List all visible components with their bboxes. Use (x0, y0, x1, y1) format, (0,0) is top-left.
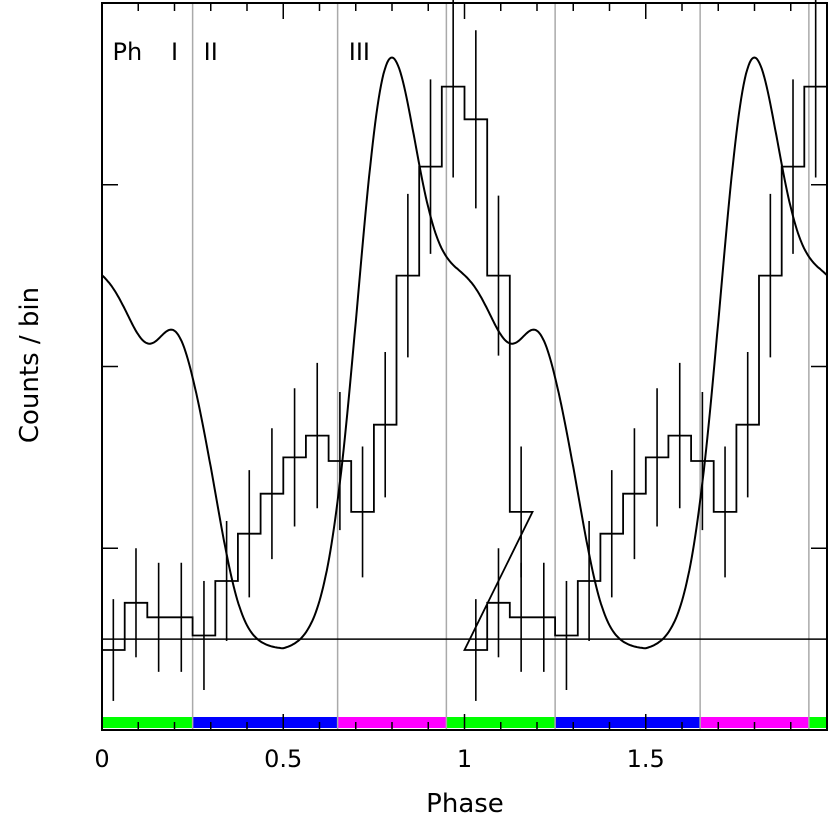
phase-boundaries (191, 3, 810, 730)
phase-label-3: III (349, 38, 370, 66)
x-tick-label-2: 1 (457, 745, 472, 773)
model-curve (101, 56, 828, 650)
phase-bar-segment-4 (555, 717, 701, 728)
x-axis-ticks: 0 0.5 1 1.5 (94, 3, 792, 773)
y-axis-title: Counts / bin (15, 287, 45, 443)
histogram-line (102, 85, 827, 651)
x-tick-label-0: 0 (94, 745, 109, 773)
phase-label-0: Ph (113, 38, 143, 66)
phase-bar-segment-1 (192, 717, 338, 728)
x-axis-title: Phase (426, 789, 504, 819)
histogram-series (102, 85, 827, 651)
phase-bar-segment-0 (102, 717, 193, 728)
phase-label-2: II (204, 38, 218, 66)
phase-labels: Ph I II III (113, 38, 370, 66)
x-tick-label-1: 0.5 (264, 745, 302, 773)
x-tick-label-3: 1.5 (627, 745, 665, 773)
y-axis-ticks (102, 2, 827, 549)
phase-label-1: I (171, 38, 178, 66)
model-curve-group (101, 56, 828, 650)
phase-bar-segment-6 (808, 717, 827, 728)
